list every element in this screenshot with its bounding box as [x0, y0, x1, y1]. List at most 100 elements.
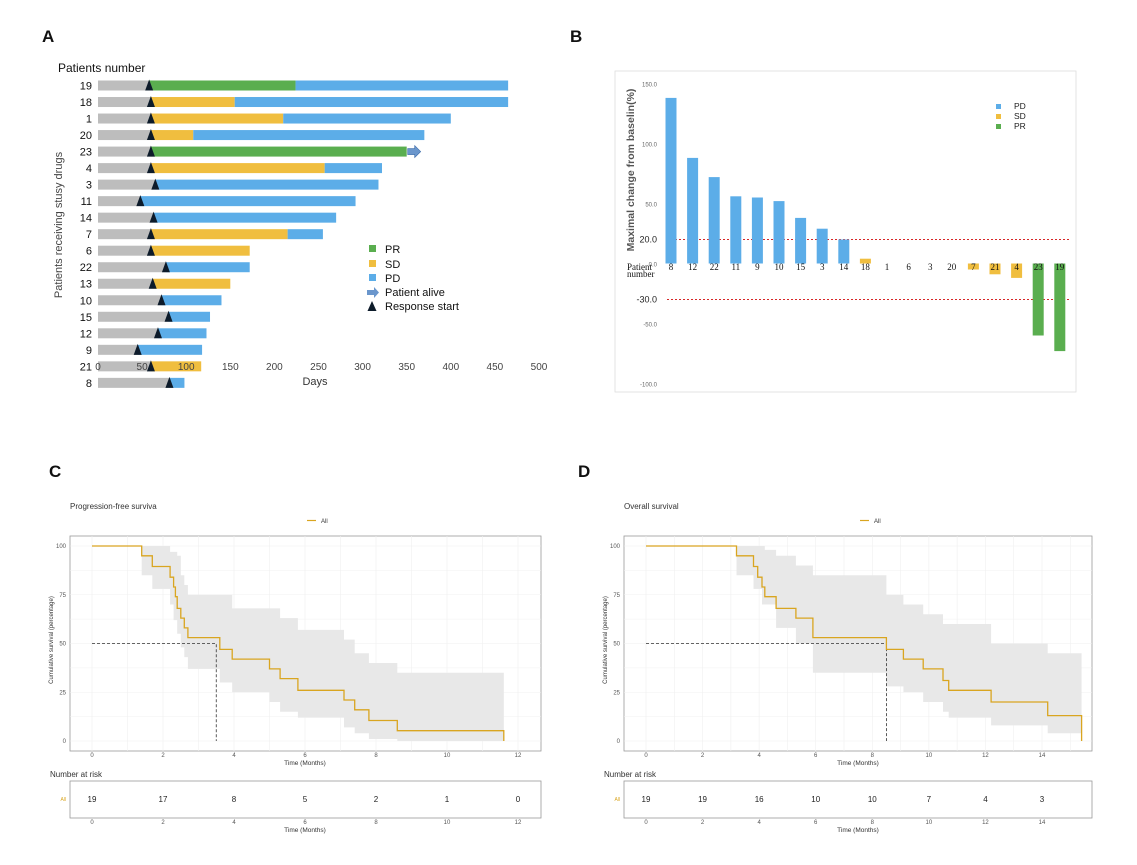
- x-tick-label: 10: [926, 753, 933, 759]
- x-tick-label: 2: [161, 753, 165, 759]
- median-line: [92, 643, 217, 741]
- risk-x-tick-label: 6: [814, 820, 818, 826]
- risk-x-tick-label: 0: [644, 820, 648, 826]
- waterfall-bar-pd: [687, 157, 699, 264]
- waterfall-bar-pd: [838, 239, 850, 264]
- x-tick-label: 300: [354, 362, 371, 373]
- patient-id-label: 20: [80, 130, 92, 142]
- patient-row: 6: [86, 244, 250, 258]
- risk-x-tick-label: 10: [926, 820, 933, 826]
- legend-swatch-sd: [369, 260, 376, 267]
- response-start-marker: [133, 343, 142, 355]
- response-start-marker: [153, 327, 162, 339]
- risk-count: 10: [811, 795, 820, 804]
- response-start-marker: [151, 178, 160, 190]
- panel-b: B 150.0 100.0 50.0 20.0 0.0 -30.0 -50.0 -100.0 8 1…: [570, 27, 1077, 393]
- bar-segment-pd: [157, 328, 207, 339]
- patient-id-label: 4: [86, 163, 92, 175]
- x-axis-title: Time (Months): [284, 760, 326, 767]
- risk-x-tick-label: 8: [374, 820, 378, 826]
- response-start-marker: [146, 96, 155, 108]
- patient-id-label: 3: [86, 180, 92, 192]
- risk-table-title: Number at risk: [604, 770, 657, 779]
- y-tick-label: 100: [56, 544, 67, 550]
- risk-count: 5: [303, 795, 308, 804]
- y-tick-label: 20.0: [639, 235, 657, 245]
- waterfall-bar-pr: [1032, 263, 1044, 336]
- bar-segment-pr: [149, 80, 296, 91]
- risk-count: 2: [374, 795, 379, 804]
- patient-id-label: 12: [80, 328, 92, 340]
- patient-number-label: 18: [861, 262, 871, 272]
- patient-id-label: 13: [80, 279, 92, 291]
- confidence-band: [92, 546, 504, 741]
- y-axis-title: Maximal change from baselin(%): [625, 89, 637, 252]
- x-tick-label: 0: [644, 753, 648, 759]
- patient-row: 20: [80, 129, 425, 142]
- x-tick-label: 12: [515, 753, 522, 759]
- risk-x-tick-label: 0: [90, 820, 94, 826]
- risk-x-tick-label: 4: [232, 820, 236, 826]
- pre-treatment-bar: [98, 113, 151, 124]
- patient-id-label: 9: [86, 345, 92, 357]
- bar-segment-pd: [140, 196, 356, 207]
- response-start-marker: [149, 211, 158, 223]
- patient-number-label: 20: [947, 262, 957, 272]
- patient-row: 7: [86, 228, 323, 241]
- x-tick-label: 0: [90, 753, 94, 759]
- bar-segment-sd: [150, 163, 325, 174]
- patient-row: 19: [80, 79, 509, 93]
- pre-treatment-bar: [98, 146, 151, 157]
- bar-segment-pd: [193, 130, 425, 141]
- x-tick-label: 250: [310, 362, 327, 373]
- plot-frame: [614, 70, 1077, 393]
- patient-row: 11: [81, 195, 356, 208]
- bar-segment-sd: [150, 229, 288, 240]
- y-tick-label: 0: [63, 739, 67, 745]
- x-tick-label: 100: [178, 362, 195, 373]
- bar-segment-pd: [165, 262, 250, 273]
- x-tick-label: 4: [757, 753, 761, 759]
- waterfall-bar-pd: [773, 201, 785, 264]
- patient-number-label: 22: [710, 262, 719, 272]
- patient-number-label: 7: [971, 262, 976, 272]
- x-tick-label: 150: [222, 362, 239, 373]
- risk-x-tick-label: 4: [757, 820, 761, 826]
- bar-segment-pd: [161, 295, 222, 306]
- patient-row: 18: [80, 96, 509, 109]
- response-start-marker: [146, 360, 155, 372]
- x-tick-label: 0: [95, 362, 101, 373]
- y-tick-label: 100.0: [642, 143, 658, 149]
- x-tick-label: 8: [871, 753, 875, 759]
- patient-id-label: 15: [80, 312, 92, 324]
- risk-count: 8: [232, 795, 237, 804]
- risk-count: 0: [516, 795, 521, 804]
- risk-count: 3: [1040, 795, 1045, 804]
- bar-segment-sd: [152, 278, 231, 289]
- bar-segment-pd: [168, 311, 211, 322]
- y-tick-label: -100.0: [640, 383, 658, 389]
- patient-id-label: 6: [86, 246, 92, 258]
- km-title: Progression-free surviva: [70, 502, 157, 511]
- patient-id-label: 23: [80, 147, 92, 159]
- risk-count: 17: [159, 795, 168, 804]
- legend-label-pd: PD: [1014, 101, 1026, 111]
- patient-row: 14: [80, 211, 337, 225]
- risk-count: 7: [927, 795, 932, 804]
- pre-treatment-bar: [98, 130, 151, 141]
- bar-segment-pr: [150, 146, 407, 157]
- x-tick-label: 10: [444, 753, 451, 759]
- patient-row: 23: [80, 144, 422, 159]
- x-tick-label: 50: [137, 362, 149, 373]
- response-start-marker: [164, 310, 173, 322]
- y-tick-label: 0: [617, 739, 621, 745]
- response-start-marker: [161, 261, 170, 273]
- patient-row: 3: [86, 178, 379, 192]
- risk-x-tick-label: 10: [444, 820, 451, 826]
- legend-triangle-icon: [367, 301, 377, 311]
- waterfall-bar-pd: [730, 196, 742, 264]
- patient-number-label: 19: [1055, 262, 1065, 272]
- y-tick-label: 75: [59, 593, 66, 599]
